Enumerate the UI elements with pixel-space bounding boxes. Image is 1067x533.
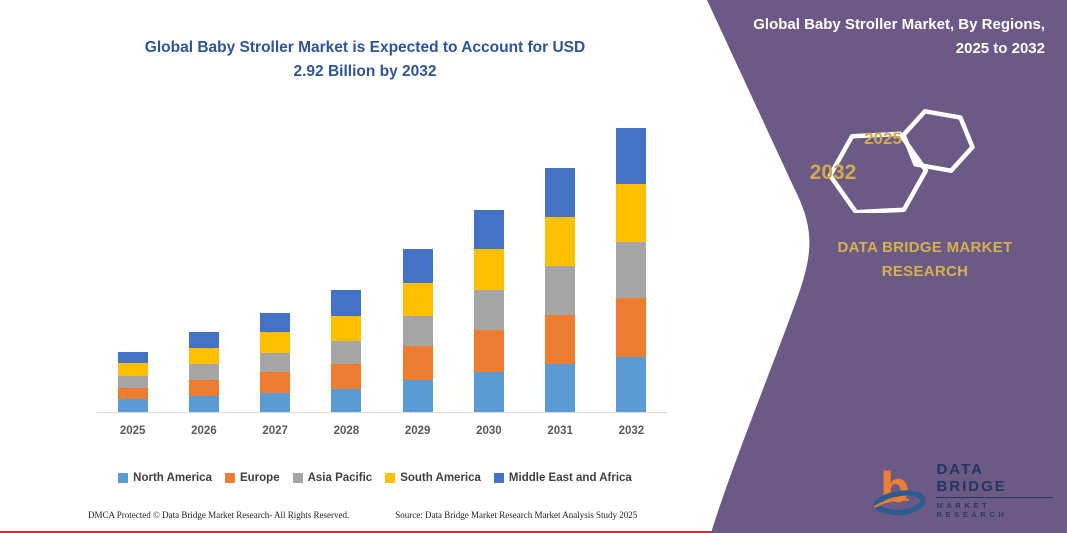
svg-text:b: b	[880, 464, 909, 512]
brand-name: DATA BRIDGE MARKET RESEARCH	[837, 239, 1013, 280]
stacked-bar-2031	[545, 167, 576, 412]
legend-swatch-icon	[118, 473, 129, 483]
bar-segment-2029-south-america	[402, 282, 433, 316]
bar-segment-2025-north-america	[117, 399, 148, 412]
x-axis-label-2028: 2028	[333, 425, 360, 437]
bar-segment-2027-middle-east-and-africa	[260, 312, 291, 333]
x-axis-label-2032: 2032	[618, 425, 645, 437]
bar-segment-2028-north-america	[331, 388, 362, 412]
bar-segment-2032-europe	[616, 298, 647, 357]
bar-segment-2029-europe	[402, 345, 433, 380]
bar-segment-2029-middle-east-and-africa	[402, 249, 433, 283]
x-axis-label-2031: 2031	[547, 425, 573, 437]
stacked-bar-2025	[117, 351, 148, 412]
stacked-bar-2026	[188, 332, 219, 412]
bar-segment-2028-europe	[331, 364, 362, 389]
legend-swatch-icon	[493, 473, 504, 483]
bar-segment-2026-south-america	[188, 347, 219, 365]
x-axis-label-2026: 2026	[191, 425, 217, 437]
bar-segment-2030-middle-east-and-africa	[473, 209, 504, 250]
footer: DMCA Protected © Data Bridge Market Rese…	[88, 510, 678, 520]
bottom-red-rule	[0, 531, 1067, 533]
footer-dmca-text: DMCA Protected © Data Bridge Market Rese…	[88, 510, 350, 520]
bar-segment-2025-middle-east-and-africa	[117, 351, 148, 364]
bar-segment-2026-north-america	[188, 396, 219, 412]
side-panel-heading: Global Baby Stroller Market, By Regions,…	[753, 16, 1045, 57]
bar-segment-2031-north-america	[545, 364, 576, 412]
stacked-bar-2032	[616, 127, 647, 412]
chart-title-line1: Global Baby Stroller Market is Expected …	[144, 39, 586, 56]
bar-segment-2029-asia-pacific	[402, 315, 433, 346]
legend-label: South America	[400, 472, 481, 484]
legend-label: Europe	[239, 472, 280, 484]
legend-item-asia-pacific: Asia Pacific	[292, 472, 373, 484]
bar-segment-2030-south-america	[473, 249, 504, 291]
bar-segment-2030-asia-pacific	[473, 290, 504, 331]
bar-segment-2027-north-america	[260, 392, 291, 412]
chart-title: Global Baby Stroller Market is Expected …	[60, 36, 670, 84]
hexagon-front-year: 2025	[864, 129, 902, 148]
logo-text: DATA BRIDGE MARKET RESEARCH	[936, 461, 1053, 519]
company-logo: b DATA BRIDGE MARKET RESEARCH	[873, 458, 1053, 522]
legend-label: North America	[133, 472, 212, 484]
bar-segment-2025-asia-pacific	[117, 375, 148, 388]
legend-label: Middle East and Africa	[508, 472, 632, 484]
hexagon-badges-svg	[827, 109, 975, 215]
legend-swatch-icon	[385, 473, 396, 483]
bar-segment-2028-south-america	[331, 315, 362, 341]
bar-segment-2031-asia-pacific	[545, 266, 576, 315]
bar-segment-2032-north-america	[616, 356, 647, 412]
bar-segment-2026-asia-pacific	[188, 364, 219, 380]
bar-segment-2027-asia-pacific	[260, 352, 291, 373]
hexagon-2025-icon	[901, 109, 975, 173]
x-axis-label-2025: 2025	[119, 425, 146, 437]
bar-segment-2026-europe	[188, 379, 219, 397]
side-panel-shape	[707, 0, 1067, 533]
legend-item-south-america: South America	[385, 472, 481, 484]
bar-segment-2030-north-america	[473, 372, 504, 412]
bar-segment-2028-asia-pacific	[331, 340, 362, 365]
x-axis-label-2029: 2029	[404, 425, 431, 437]
bar-segment-2031-middle-east-and-africa	[545, 167, 576, 218]
footer-source-text: Source: Data Bridge Market Research Mark…	[395, 510, 638, 520]
legend-swatch-icon	[292, 473, 303, 483]
legend-swatch-icon	[224, 473, 235, 483]
stacked-bar-2030	[473, 209, 504, 412]
legend-item-north-america: North America	[118, 472, 212, 484]
hexagon-badges: 2025 2032	[810, 103, 1006, 215]
chart-title-line2: 2.92 Billion by 2032	[293, 63, 437, 81]
bar-segment-2031-europe	[545, 314, 576, 365]
bar-segment-2026-middle-east-and-africa	[188, 332, 219, 348]
bar-segment-2031-south-america	[545, 217, 576, 267]
stacked-bar-2029	[402, 249, 433, 412]
bar-segment-2032-middle-east-and-africa	[616, 127, 647, 185]
hexagon-back-year: 2032	[809, 161, 857, 184]
bar-segment-2025-south-america	[117, 363, 148, 376]
bar-segment-2032-south-america	[616, 184, 647, 242]
bar-segment-2027-south-america	[260, 332, 291, 353]
x-axis-labels: 2025 2026 2027 2028 2029 2030 2031 2032	[97, 425, 667, 437]
stacked-bar-2027	[260, 312, 291, 412]
bar-segment-2027-europe	[260, 372, 291, 393]
bar-segment-2030-europe	[473, 330, 504, 373]
legend-label: Asia Pacific	[307, 472, 373, 484]
bar-segment-2029-north-america	[402, 379, 433, 412]
stacked-bar-2028	[331, 290, 362, 412]
bar-segment-2025-europe	[117, 387, 148, 400]
hexagon-2032-icon	[827, 131, 929, 215]
bar-segment-2032-asia-pacific	[616, 241, 647, 299]
x-axis-label-2027: 2027	[262, 425, 288, 437]
logo-line2: MARKET RESEARCH	[936, 501, 1008, 519]
logo-mark-icon: b	[873, 464, 926, 516]
bar-segment-2028-middle-east-and-africa	[331, 290, 362, 316]
x-axis-label-2030: 2030	[476, 425, 502, 437]
legend-item-middle-east-and-africa: Middle East and Africa	[493, 472, 632, 484]
legend-item-europe: Europe	[224, 472, 280, 484]
plot-area	[97, 121, 667, 413]
legend: North America Europe Asia Pacific South Ame…	[70, 472, 680, 484]
logo-line1: DATA BRIDGE	[936, 461, 1053, 498]
